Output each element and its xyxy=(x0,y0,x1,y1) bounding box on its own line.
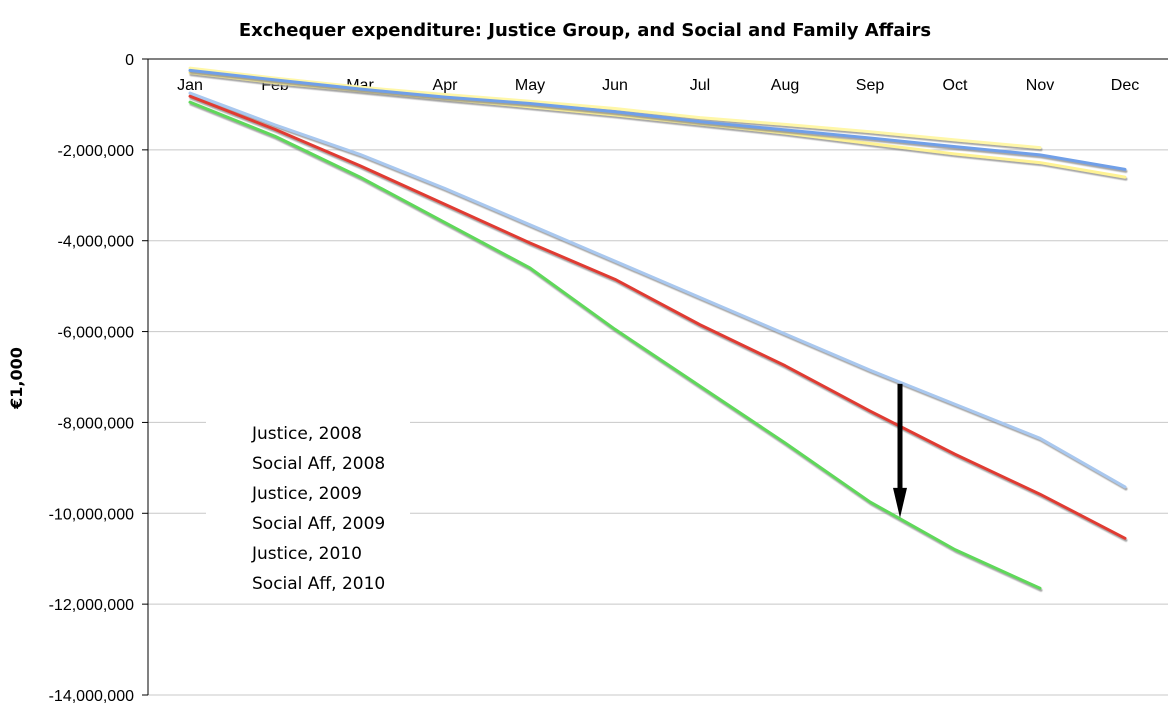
legend-label: Justice, 2010 xyxy=(251,544,362,564)
y-tick-label: -2,000,000 xyxy=(57,143,134,160)
legend-label: Social Aff, 2010 xyxy=(252,574,385,594)
y-axis-label: €1,000 xyxy=(7,347,26,410)
x-tick-label: Apr xyxy=(433,77,459,94)
chart-title: Exchequer expenditure: Justice Group, an… xyxy=(239,20,931,41)
x-tick-label: Aug xyxy=(771,77,799,94)
series-line-4 xyxy=(188,94,1127,540)
series-line-1 xyxy=(188,66,1042,150)
x-tick-label: Sep xyxy=(856,77,885,94)
legend-background xyxy=(206,417,410,597)
y-tick-label: -4,000,000 xyxy=(57,234,134,251)
x-tick-label: Jan xyxy=(177,77,203,94)
x-tick-label: May xyxy=(515,77,545,94)
legend-label: Justice, 2008 xyxy=(251,424,362,444)
series-lines xyxy=(188,66,1127,590)
x-tick-label: Nov xyxy=(1026,77,1054,94)
series-line-3 xyxy=(188,68,1127,171)
y-tick-label: -6,000,000 xyxy=(57,325,134,342)
x-tick-label: Jul xyxy=(690,77,710,94)
series-line-6 xyxy=(188,100,1042,590)
y-tick-label: -8,000,000 xyxy=(57,415,134,432)
x-tick-label: Dec xyxy=(1111,77,1139,94)
x-tick-label: Oct xyxy=(943,77,968,94)
legend-label: Social Aff, 2008 xyxy=(252,454,385,474)
y-tick-label: -14,000,000 xyxy=(49,688,135,705)
annotations xyxy=(893,383,907,518)
series-line-5 xyxy=(188,71,1127,179)
y-tick-label: -12,000,000 xyxy=(49,597,135,614)
arrow-head xyxy=(893,487,907,518)
legend: Justice, 2008 Social Aff, 2008 Justice, 20… xyxy=(206,417,410,597)
series-line-2 xyxy=(188,91,1127,489)
legend-label: Social Aff, 2009 xyxy=(252,514,385,534)
y-tick-label: -10,000,000 xyxy=(49,506,135,523)
legend-label: Justice, 2009 xyxy=(251,484,362,504)
y-axis: 0 -2,000,000 -4,000,000 -6,000,000 -8,000,00… xyxy=(49,52,1168,705)
y-tick-label: 0 xyxy=(125,52,134,69)
x-tick-label: Jun xyxy=(602,77,628,94)
